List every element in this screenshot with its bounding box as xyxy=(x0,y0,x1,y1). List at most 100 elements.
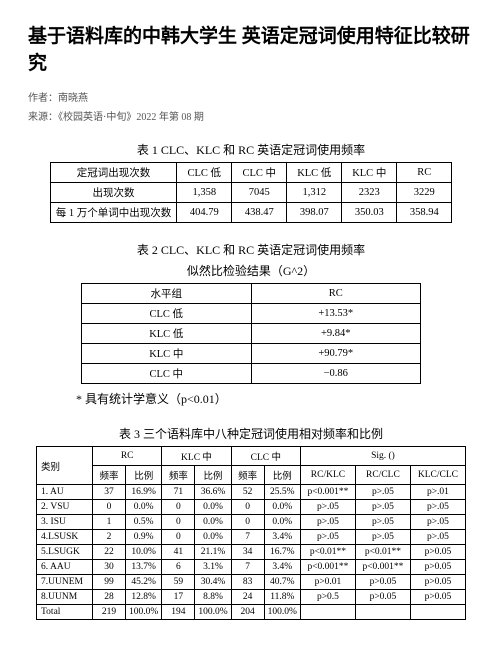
table3-subheader: 频率 xyxy=(162,466,195,485)
table-row: 7.UUNEM9945.2%5930.4%8340.7%p>0.01p>0.05… xyxy=(37,575,466,590)
table3-cell: p>0.05 xyxy=(410,590,465,605)
table3-cell: 30 xyxy=(93,560,126,575)
table3-cell: 8.UUNM xyxy=(37,590,93,605)
table3-cell: 13.7% xyxy=(126,560,162,575)
table-row: 3. ISU10.5%00.0%00.0%p>.05p>.05p>.05 xyxy=(37,515,466,530)
table2-cell: KLC 低 xyxy=(82,324,252,344)
table3-header: 类别 xyxy=(37,447,93,485)
table3-cell: 52 xyxy=(231,485,264,500)
table3-cell: 0 xyxy=(162,530,195,545)
table3-cell: p>0.05 xyxy=(410,560,465,575)
table3-header: RC xyxy=(93,447,162,466)
author-label: 作者： xyxy=(28,93,58,104)
table1-header: KLC 低 xyxy=(287,163,342,183)
table3-cell: 25.5% xyxy=(264,485,300,500)
table3-cell: 7.UUNEM xyxy=(37,575,93,590)
table1-cell: 2323 xyxy=(342,183,397,203)
table1-header: CLC 中 xyxy=(232,163,287,183)
table3-cell: 11.8% xyxy=(264,590,300,605)
table3-cell: p<0.01** xyxy=(300,545,355,560)
table3-cell: p<0.001** xyxy=(300,485,355,500)
table3-header: CLC 中 xyxy=(231,447,300,466)
table3-cell: 0 xyxy=(162,515,195,530)
table3-cell: 37 xyxy=(93,485,126,500)
table1-cell: 438.47 xyxy=(232,203,287,223)
table1-caption: 表 1 CLC、KLC 和 RC 英语定冠词使用频率 xyxy=(28,141,474,158)
table3-cell: 0 xyxy=(93,500,126,515)
table3-subheader: 比例 xyxy=(264,466,300,485)
table3-cell: 100.0% xyxy=(195,605,231,620)
table3-cell: 16.7% xyxy=(264,545,300,560)
table3-cell: p>0.05 xyxy=(410,545,465,560)
table3-cell: 0 xyxy=(231,500,264,515)
source-line: 来源：《校园英语·中旬》2022 年第 08 期 xyxy=(28,108,474,123)
author-name: 南晓燕 xyxy=(58,93,88,104)
table1-header: CLC 低 xyxy=(177,163,232,183)
table3-cell: 40.7% xyxy=(264,575,300,590)
table-row: 8.UUNM2812.8%178.8%2411.8%p>0.5p>0.05p>0… xyxy=(37,590,466,605)
table3-cell: 0 xyxy=(162,500,195,515)
table2-cell: KLC 中 xyxy=(82,344,252,364)
table3-cell: p>.05 xyxy=(410,530,465,545)
table3-cell: p>.05 xyxy=(355,515,410,530)
table-row: 出现次数 1,358 7045 1,312 2323 3229 xyxy=(50,183,452,203)
table3-cell: 2 xyxy=(93,530,126,545)
table3-cell: p>.05 xyxy=(410,500,465,515)
table1-header: KLC 中 xyxy=(342,163,397,183)
table1-rowlabel: 出现次数 xyxy=(50,183,177,203)
table2-cell: +13.53* xyxy=(251,304,421,324)
table3-cell: 194 xyxy=(162,605,195,620)
table3-cell: 3. ISU xyxy=(37,515,93,530)
table3-cell: 6. AAU xyxy=(37,560,93,575)
table3-cell: p>0.05 xyxy=(355,575,410,590)
table3-header: KLC 中 xyxy=(162,447,231,466)
table3-cell: 3.1% xyxy=(195,560,231,575)
table3-cell: p>.05 xyxy=(300,530,355,545)
table3-subheader: KLC/CLC xyxy=(410,466,465,485)
table3-cell: 10.0% xyxy=(126,545,162,560)
table3-cell: 3.4% xyxy=(264,530,300,545)
table-row: 6. AAU3013.7%63.1%73.4%p<0.001**p<0.001*… xyxy=(37,560,466,575)
table2-cell: CLC 中 xyxy=(82,364,252,384)
table2-cell: CLC 低 xyxy=(82,304,252,324)
table3-subheader: 频率 xyxy=(93,466,126,485)
table-row: 5.LSUGK2210.0%4121.1%3416.7%p<0.01**p<0.… xyxy=(37,545,466,560)
table3-cell: 16.9% xyxy=(126,485,162,500)
table3-subheader: 比例 xyxy=(126,466,162,485)
table-row: 定冠词出现次数 CLC 低 CLC 中 KLC 低 KLC 中 RC xyxy=(50,163,452,183)
table-row: KLC 低 +9.84* xyxy=(82,324,421,344)
table-row: 4.LSUSK20.9%00.0%73.4%p>.05p>.05p>.05 xyxy=(37,530,466,545)
table3-cell: 99 xyxy=(93,575,126,590)
table3-cell: 7 xyxy=(231,560,264,575)
table3-cell: p>.05 xyxy=(300,500,355,515)
table3-cell: 45.2% xyxy=(126,575,162,590)
table3-cell: 5.LSUGK xyxy=(37,545,93,560)
table2: 水平组 RC CLC 低 +13.53* KLC 低 +9.84* KLC 中 … xyxy=(81,283,421,384)
table3-cell: p>.01 xyxy=(410,485,465,500)
table3-cell: 204 xyxy=(231,605,264,620)
table-row: 类别 RC KLC 中 CLC 中 Sig. () xyxy=(37,447,466,466)
table2-cell: −0.86 xyxy=(251,364,421,384)
table-row: 水平组 RC xyxy=(82,284,421,304)
table2-caption: 表 2 CLC、KLC 和 RC 英语定冠词使用频率 xyxy=(28,241,474,258)
table3-subheader: RC/CLC xyxy=(355,466,410,485)
table3-cell: 100.0% xyxy=(264,605,300,620)
table-row: 2. VSU00.0%00.0%00.0%p>.05p>.05p>.05 xyxy=(37,500,466,515)
table3-header: Sig. () xyxy=(300,447,465,466)
table3-cell: 83 xyxy=(231,575,264,590)
table-row: CLC 低 +13.53* xyxy=(82,304,421,324)
table3-cell: 219 xyxy=(93,605,126,620)
table-row: Total219100.0%194100.0%204100.0% xyxy=(37,605,466,620)
table3-cell: p>0.01 xyxy=(300,575,355,590)
table3-cell: 24 xyxy=(231,590,264,605)
table2-subcaption: 似然比检验结果（G^2） xyxy=(28,262,474,279)
table3-cell: 0.5% xyxy=(126,515,162,530)
table3-cell: 28 xyxy=(93,590,126,605)
table3-cell: 22 xyxy=(93,545,126,560)
table3-cell: 0.0% xyxy=(195,500,231,515)
table3-cell: p<0.001** xyxy=(355,560,410,575)
table2-header: RC xyxy=(251,284,421,304)
table3-cell: 59 xyxy=(162,575,195,590)
table3-cell: 8.8% xyxy=(195,590,231,605)
table3-cell: 7 xyxy=(231,530,264,545)
